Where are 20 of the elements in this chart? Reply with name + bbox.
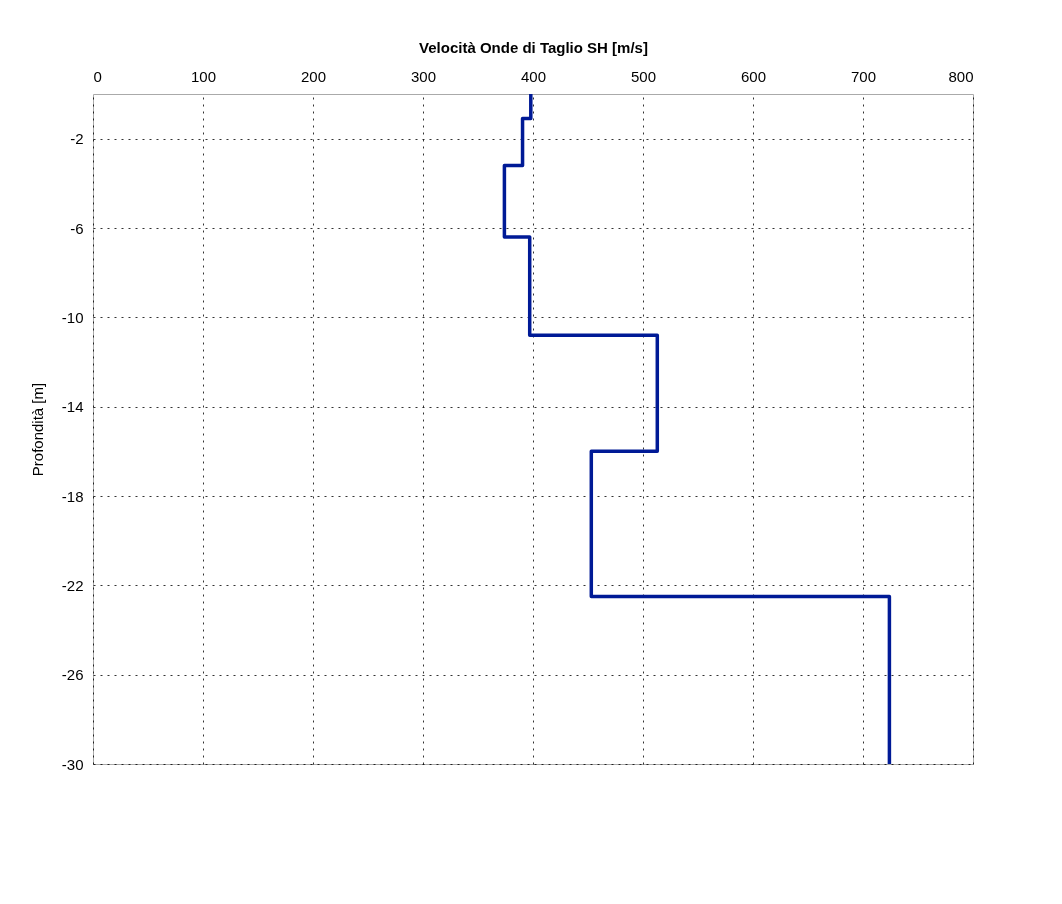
x-tick-label: 200 [300, 67, 327, 85]
line-series [502, 92, 892, 766]
y-tick-label: -26 [61, 666, 84, 684]
y-tick-label: -2 [70, 130, 84, 148]
x-tick-label: 500 [630, 67, 657, 85]
x-tick-label: 400 [520, 67, 547, 85]
x-tick-label: 0 [93, 67, 102, 85]
x-tick-label: 100 [190, 67, 217, 85]
y-axis-title: Profondità [m] [28, 382, 46, 477]
x-tick-label: 300 [410, 67, 437, 85]
y-tick-label: -14 [61, 398, 84, 416]
y-tick-label: -30 [61, 755, 84, 773]
x-axis-title: Velocità Onde di Taglio SH [m/s] [419, 38, 648, 56]
y-tick-label: -18 [61, 487, 84, 505]
x-tick-label: 800 [948, 67, 974, 85]
x-tick-label: 700 [850, 67, 877, 85]
y-tick-label: -6 [70, 219, 84, 237]
y-tick-label: -10 [61, 308, 84, 326]
x-tick-label: 600 [740, 67, 767, 85]
y-tick-label: -22 [61, 576, 84, 594]
